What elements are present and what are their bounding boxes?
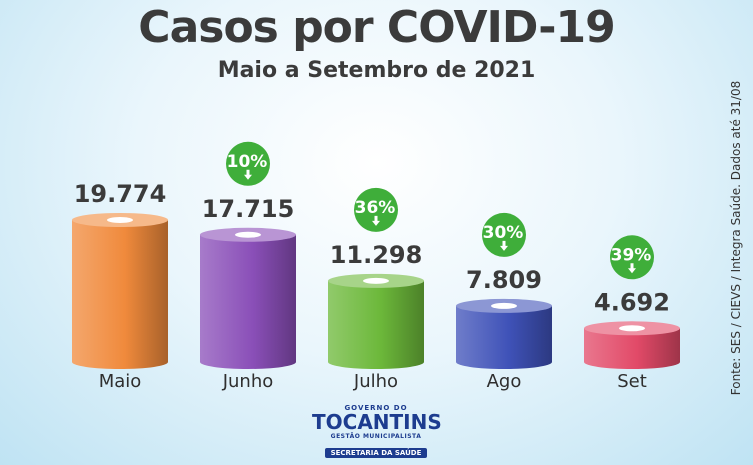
chart-title: Casos por COVID-19 [138,2,615,53]
badge-circle [226,141,270,186]
decrease-badge: 10% [226,141,270,186]
bar-set [584,321,680,369]
logo-name-text: TOCANTINS [312,410,442,434]
value-label: 11.298 [330,241,423,269]
decrease-badge: 36% [354,187,398,232]
bar-chart: 19.774 Maio 17.715 Junho 10% 11.298 Julho 36% 7.… [72,141,680,392]
category-label: Set [617,371,647,392]
value-label: 7.809 [466,266,542,294]
badge-circle [610,235,654,280]
bar-body [328,280,424,369]
bar-body [200,234,296,369]
down-arrow-icon [244,169,252,180]
bar-body [456,305,552,369]
bar-top-hole [107,217,133,223]
chart-subtitle: Maio a Setembro de 2021 [217,58,536,83]
bar-top-hole [491,302,517,309]
category-label: Junho [222,371,274,392]
bar-top-hole [363,277,389,284]
decrease-badge: 39% [610,235,654,280]
bar-julho [328,273,424,369]
down-arrow-icon [500,240,508,251]
bar-maio [72,213,168,369]
tocantins-logo: GOVERNO DO TOCANTINS GESTÃO MUNICIPALIST… [312,404,442,458]
bar-body [72,220,168,369]
bar-junho [200,227,296,369]
badge-percent: 30% [483,223,524,243]
category-label: Maio [99,371,142,392]
value-label: 19.774 [74,180,167,208]
logo-sub-text: GESTÃO MUNICIPALISTA [330,433,422,440]
badge-percent: 10% [227,152,268,172]
down-arrow-icon [628,263,636,274]
value-label: 4.692 [594,288,670,316]
logo-secretaria-text: SECRETARIA DA SAÚDE [324,448,428,458]
bar-top-hole [619,325,645,332]
bar-ago [456,298,552,369]
down-arrow-icon [372,215,380,226]
bar-body [584,328,680,369]
decrease-badge: 30% [482,212,526,257]
category-label: Julho [353,371,398,392]
category-label: Ago [487,371,522,392]
badge-percent: 36% [355,198,396,218]
badge-circle [354,187,398,232]
badge-circle [482,212,526,257]
bar-top-hole [235,231,261,238]
badge-percent: 39% [611,245,652,265]
logo-top-text: GOVERNO DO [344,404,408,412]
value-label: 17.715 [202,195,295,223]
